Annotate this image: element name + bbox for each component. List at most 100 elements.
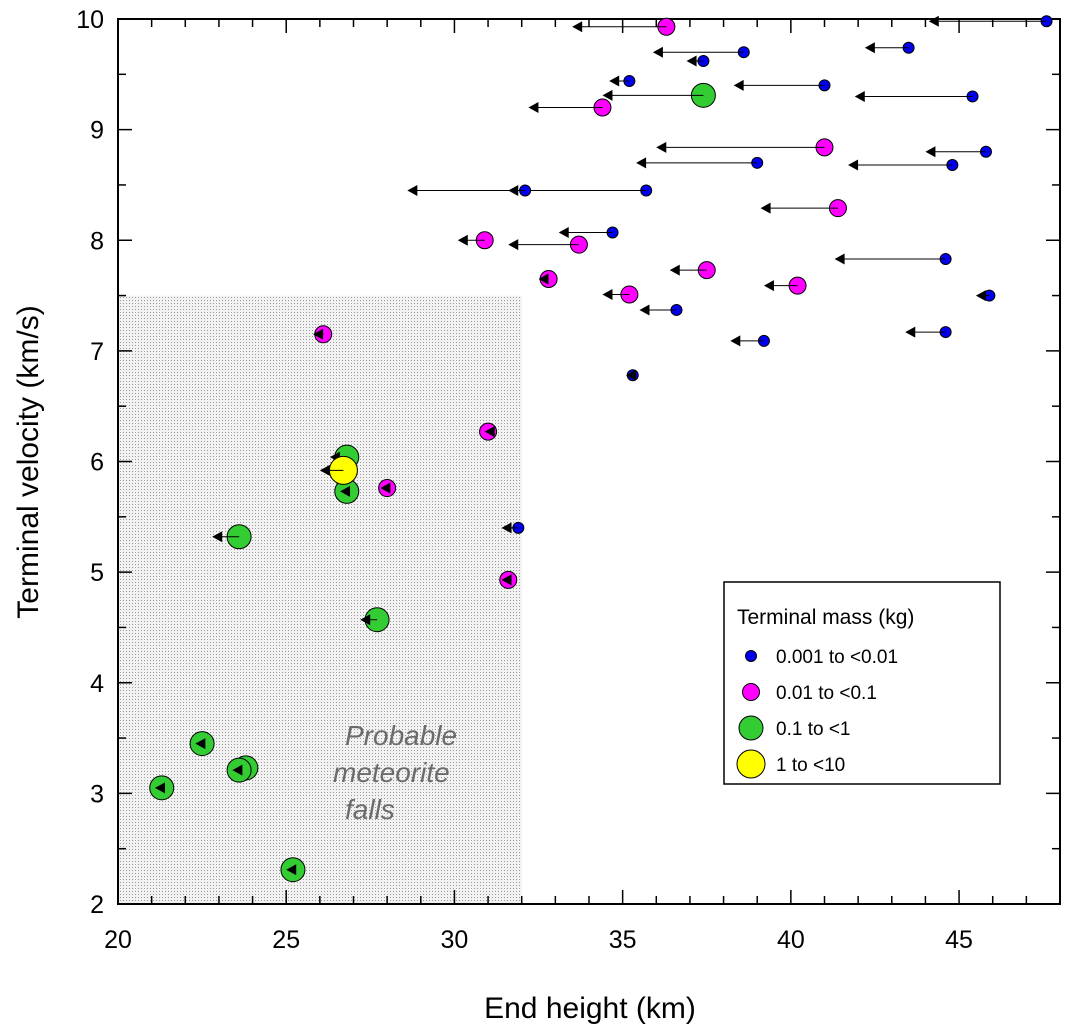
arrowhead-marker (508, 184, 519, 196)
data-point-mass-0001 (730, 334, 770, 347)
data-point-mass-0001 (925, 145, 992, 158)
x-tick-label: 35 (609, 926, 637, 954)
arrowhead-marker (484, 426, 495, 438)
y-tick-label: 5 (90, 559, 104, 587)
x-tick-label: 30 (441, 926, 469, 954)
arrowhead-marker (602, 89, 613, 101)
y-tick-label: 4 (90, 670, 104, 698)
data-point-mass-01 (226, 757, 252, 783)
data-point-mass-0001 (508, 184, 532, 197)
arrowhead-marker (656, 141, 667, 153)
data-point-mass-001 (602, 285, 639, 304)
arrowhead-marker (538, 273, 549, 285)
data-point-mass-0001 (854, 90, 979, 103)
annotation-line-3: falls (345, 794, 395, 825)
legend-title: Terminal mass (kg) (737, 606, 914, 629)
arrowhead-marker (905, 326, 916, 338)
data-point-mass-001 (669, 261, 716, 280)
arrowhead-marker (508, 239, 519, 251)
arrowhead-marker (286, 864, 297, 876)
data-point-mass-001 (457, 231, 494, 250)
data-point-mass-01 (360, 607, 390, 633)
probable-falls-region (118, 295, 522, 904)
x-tick-label: 45 (945, 926, 973, 954)
x-axis-title: End height (km) (484, 992, 696, 1025)
x-tick-label: 25 (272, 926, 300, 954)
arrowhead-marker (155, 782, 166, 794)
annotation-line-1: Probable (345, 720, 457, 751)
y-tick-label: 10 (76, 6, 104, 34)
arrowhead-marker (407, 184, 418, 196)
data-point-mass-001 (656, 138, 834, 157)
data-point-mass-01 (189, 731, 215, 757)
arrowhead-marker (212, 531, 223, 543)
data-point-mass-0001 (733, 79, 831, 92)
data-point-mass-1 (319, 455, 358, 485)
x-tick-label: 20 (104, 926, 132, 954)
data-point-mass-001 (528, 98, 612, 117)
legend-marker (745, 650, 757, 662)
data-point-mass-0001 (848, 159, 959, 172)
legend-marker (736, 749, 766, 779)
arrowhead-marker (602, 288, 613, 300)
data-point-mass-01 (602, 82, 716, 108)
data-point-mass-001 (760, 199, 847, 218)
data-point-mass-001 (763, 276, 807, 295)
arrowhead-marker (834, 253, 845, 265)
data-point-mass-01 (212, 524, 252, 550)
arrowhead-marker (760, 202, 771, 214)
arrowhead-marker (636, 157, 647, 169)
arrowhead-marker (457, 234, 468, 246)
arrowhead-marker (652, 46, 663, 58)
data-point-mass-0001 (928, 15, 1053, 28)
y-tick-label: 2 (90, 891, 104, 919)
data-point-mass-0001 (501, 521, 525, 534)
arrowhead-marker (975, 290, 986, 302)
arrowhead-marker (626, 369, 637, 381)
arrowhead-marker (313, 328, 324, 340)
arrowhead-marker (848, 159, 859, 171)
arrowhead-marker (195, 738, 206, 750)
data-point-mass-0001 (639, 303, 683, 316)
data-point-mass-0001 (975, 289, 996, 302)
data-point-mass-0001 (626, 369, 639, 382)
data-point-mass-0001 (864, 41, 915, 54)
data-point-mass-0001 (834, 253, 952, 266)
arrowhead-marker (864, 42, 875, 54)
data-point-mass-001 (499, 570, 518, 589)
arrowhead-marker (733, 79, 744, 91)
legend-box (723, 581, 1001, 785)
arrowhead-marker (763, 280, 774, 292)
arrowhead-marker (686, 55, 697, 67)
data-point-mass-01 (149, 775, 175, 801)
shaded-region-group (118, 295, 522, 904)
data-point-mass-0001 (636, 156, 764, 169)
arrowhead-marker (639, 304, 650, 316)
legend-marker (738, 715, 764, 741)
arrowhead-marker (501, 574, 512, 586)
data-point-mass-001 (508, 235, 588, 254)
data-point-mass-001 (572, 17, 676, 36)
arrowhead-marker (572, 21, 583, 33)
arrowhead-marker (340, 485, 351, 497)
y-axis-title: Terminal velocity (km/s) (12, 305, 45, 618)
data-point-mass-0001 (558, 226, 619, 239)
arrowhead-marker (558, 227, 569, 239)
data-point-mass-0001 (905, 326, 952, 339)
y-tick-label: 6 (90, 449, 104, 477)
arrowhead-marker (854, 90, 865, 102)
arrowhead-marker (730, 335, 741, 347)
arrowhead-marker (925, 146, 936, 158)
arrowhead-marker (528, 102, 539, 113)
data-point-mass-0001 (686, 55, 710, 68)
data-point-mass-001 (378, 479, 397, 498)
arrowhead-marker (319, 464, 330, 476)
legend-label: 0.001 to <0.01 (776, 647, 898, 668)
y-tick-label: 9 (90, 117, 104, 145)
annotation-line-2: meteorite (333, 757, 450, 788)
data-point-mass-01 (280, 857, 306, 883)
data-points-group (149, 15, 1053, 883)
arrowhead-marker (232, 764, 243, 776)
